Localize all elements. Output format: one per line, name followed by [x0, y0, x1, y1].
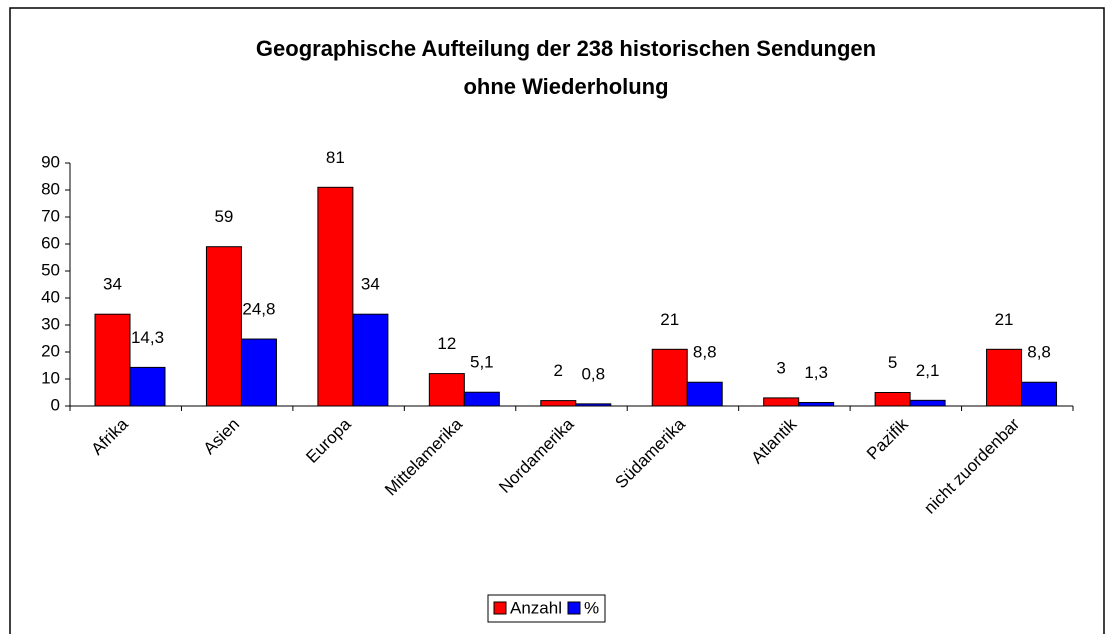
chart-title: Geographische Aufteilung der 238 histori…: [256, 36, 876, 61]
y-tick-label: 30: [41, 314, 60, 333]
bar: [798, 401, 835, 407]
value-label: 21: [660, 310, 679, 329]
legend-label: %: [584, 598, 599, 617]
value-label: 0,8: [581, 364, 605, 383]
bar: [463, 391, 500, 407]
bar: [575, 403, 612, 407]
value-label: 34: [103, 275, 122, 294]
bar: [94, 313, 131, 407]
legend-swatch: [493, 601, 507, 615]
legend-label: Anzahl: [510, 598, 562, 617]
y-tick-label: 40: [41, 287, 60, 306]
y-tick-label: 10: [41, 368, 60, 387]
legend-box: [487, 594, 606, 623]
bar: [540, 400, 577, 407]
bar: [205, 246, 242, 407]
value-label: 8,8: [1027, 343, 1051, 362]
bar: [428, 373, 465, 407]
value-label: 14,3: [131, 328, 164, 347]
value-label: 8,8: [693, 343, 717, 362]
y-tick-label: 0: [51, 395, 60, 414]
value-label: 34: [361, 275, 380, 294]
value-label: 5: [888, 353, 897, 372]
bar: [352, 313, 389, 407]
bar: [651, 348, 688, 407]
bar: [129, 366, 166, 407]
value-label: 24,8: [242, 300, 275, 319]
y-tick-label: 60: [41, 233, 60, 252]
value-label: 2,1: [916, 361, 940, 380]
value-label: 3: [776, 358, 785, 377]
bar: [686, 381, 723, 407]
value-label: 12: [437, 334, 456, 353]
bar: [909, 399, 946, 407]
y-tick-label: 20: [41, 341, 60, 360]
bar: [1021, 381, 1058, 407]
legend-swatch: [567, 601, 581, 615]
bar: [986, 348, 1023, 407]
chart-frame: [9, 7, 1105, 634]
bar: [763, 397, 800, 407]
y-tick-label: 50: [41, 260, 60, 279]
value-label: 5,1: [470, 353, 494, 372]
value-label: 2: [554, 361, 563, 380]
y-tick-label: 80: [41, 179, 60, 198]
value-label: 59: [214, 207, 233, 226]
bar: [317, 186, 354, 407]
y-tick-label: 70: [41, 206, 60, 225]
bar: [874, 392, 911, 407]
y-tick-label: 90: [41, 152, 60, 171]
value-label: 81: [326, 148, 345, 167]
value-label: 21: [995, 310, 1014, 329]
chart-subtitle: ohne Wiederholung: [463, 74, 668, 99]
bar: [240, 338, 277, 407]
value-label: 1,3: [804, 363, 828, 382]
